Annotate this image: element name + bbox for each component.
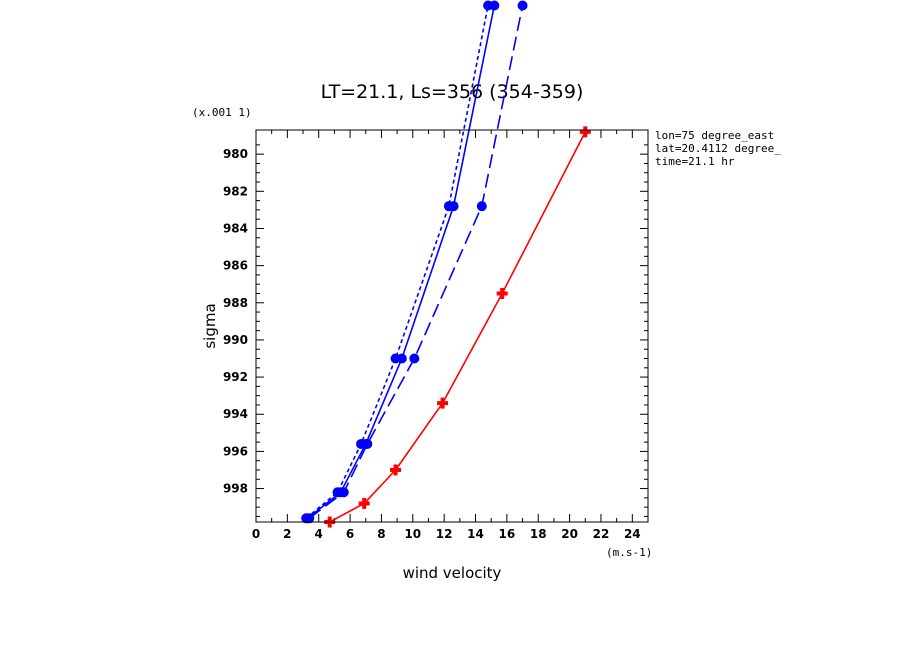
y-tick-label: 990 bbox=[223, 333, 248, 347]
x-tick-label: 0 bbox=[252, 527, 260, 541]
series-4-point bbox=[579, 126, 591, 138]
x-axis-title: wind velocity bbox=[403, 564, 502, 582]
y-tick-label: 996 bbox=[223, 444, 248, 458]
y-tick-label: 992 bbox=[223, 370, 248, 384]
series-3-point bbox=[409, 353, 420, 364]
y-tick-label: 998 bbox=[223, 482, 248, 496]
annotation-lon: lon=75 degree_east bbox=[655, 129, 774, 142]
x-unit-label: (m.s-1) bbox=[606, 546, 652, 559]
x-tick-label: 24 bbox=[624, 527, 641, 541]
series-line-4 bbox=[329, 131, 586, 523]
x-tick-label: 6 bbox=[346, 527, 354, 541]
series-3-point bbox=[304, 513, 315, 524]
series-4-point bbox=[437, 397, 449, 409]
y-tick-label: 986 bbox=[223, 259, 248, 273]
series-line-2 bbox=[305, 5, 489, 519]
y-tick-label: 994 bbox=[223, 407, 248, 421]
y-tick-label: 982 bbox=[223, 184, 248, 198]
x-tick-label: 4 bbox=[315, 527, 323, 541]
annotation-lat: lat=20.4112 degree_ bbox=[655, 142, 781, 155]
series-4-point bbox=[390, 464, 402, 476]
series-2-point bbox=[483, 0, 494, 11]
x-tick-label: 22 bbox=[593, 527, 610, 541]
y-unit-label: (x.001 1) bbox=[192, 106, 252, 119]
series-line-3 bbox=[308, 5, 524, 519]
y-tick-label: 984 bbox=[223, 221, 248, 235]
axis-ticks: 0 2 4 6 8 10 12 14 16 18 20 22 249809829849869889909… bbox=[223, 130, 648, 541]
series-3-point bbox=[338, 487, 349, 498]
series-2-point bbox=[443, 201, 454, 212]
x-tick-label: 18 bbox=[530, 527, 547, 541]
series-3-point bbox=[362, 438, 373, 449]
series-3-point bbox=[476, 201, 487, 212]
y-tick-label: 988 bbox=[223, 296, 248, 310]
x-tick-label: 16 bbox=[499, 527, 516, 541]
y-tick-label: 980 bbox=[223, 147, 248, 161]
x-tick-label: 12 bbox=[436, 527, 453, 541]
chart-title: LT=21.1, Ls=356 (354-359) bbox=[321, 81, 584, 103]
x-tick-label: 10 bbox=[404, 527, 421, 541]
series-3-point bbox=[517, 0, 528, 11]
x-tick-label: 14 bbox=[467, 527, 484, 541]
series-2-point bbox=[390, 353, 401, 364]
x-tick-label: 2 bbox=[283, 527, 291, 541]
series-4-point bbox=[358, 497, 370, 509]
markers-layer bbox=[301, 0, 591, 528]
y-axis-title: sigma bbox=[201, 303, 219, 348]
x-tick-label: 8 bbox=[377, 527, 385, 541]
plot-frame bbox=[255, 129, 649, 523]
x-tick-label: 20 bbox=[561, 527, 578, 541]
annotation-time: time=21.1 hr bbox=[655, 155, 735, 168]
series-4-point bbox=[496, 287, 508, 299]
